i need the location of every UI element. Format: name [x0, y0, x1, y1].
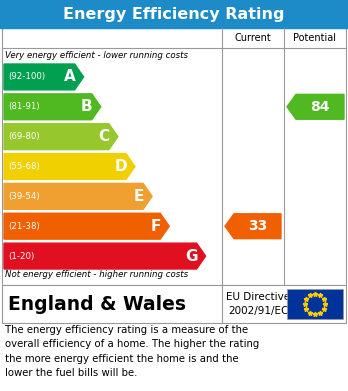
Text: 84: 84: [310, 100, 330, 114]
Text: F: F: [151, 219, 161, 234]
Text: Energy Efficiency Rating: Energy Efficiency Rating: [63, 7, 285, 22]
Text: (21-38): (21-38): [8, 222, 40, 231]
Text: E: E: [134, 189, 144, 204]
Polygon shape: [4, 213, 169, 239]
Text: (1-20): (1-20): [8, 251, 34, 260]
Text: 33: 33: [248, 219, 267, 233]
Text: (81-91): (81-91): [8, 102, 40, 111]
Text: (39-54): (39-54): [8, 192, 40, 201]
Text: (55-68): (55-68): [8, 162, 40, 171]
Text: England & Wales: England & Wales: [8, 294, 186, 314]
Text: Potential: Potential: [293, 33, 337, 43]
Polygon shape: [4, 64, 84, 90]
Text: (92-100): (92-100): [8, 72, 45, 81]
Text: G: G: [185, 249, 198, 264]
Polygon shape: [225, 214, 281, 239]
Polygon shape: [287, 94, 344, 119]
Polygon shape: [4, 243, 206, 269]
Text: D: D: [114, 159, 127, 174]
Text: Not energy efficient - higher running costs: Not energy efficient - higher running co…: [5, 270, 188, 279]
Text: Very energy efficient - lower running costs: Very energy efficient - lower running co…: [5, 51, 188, 60]
Bar: [2, 285, 346, 323]
Text: The energy efficiency rating is a measure of the
overall efficiency of a home. T: The energy efficiency rating is a measur…: [5, 325, 259, 378]
Polygon shape: [4, 183, 152, 209]
Polygon shape: [4, 94, 101, 120]
Polygon shape: [4, 154, 135, 179]
Text: A: A: [64, 70, 76, 84]
Bar: [0, 0, 348, 28]
Text: B: B: [81, 99, 93, 114]
Text: (69-80): (69-80): [8, 132, 40, 141]
Text: C: C: [99, 129, 110, 144]
Bar: [287, 289, 343, 319]
Polygon shape: [4, 124, 118, 150]
Bar: [2, 28, 346, 285]
Text: Current: Current: [235, 33, 271, 43]
Text: EU Directive
2002/91/EC: EU Directive 2002/91/EC: [226, 292, 290, 316]
